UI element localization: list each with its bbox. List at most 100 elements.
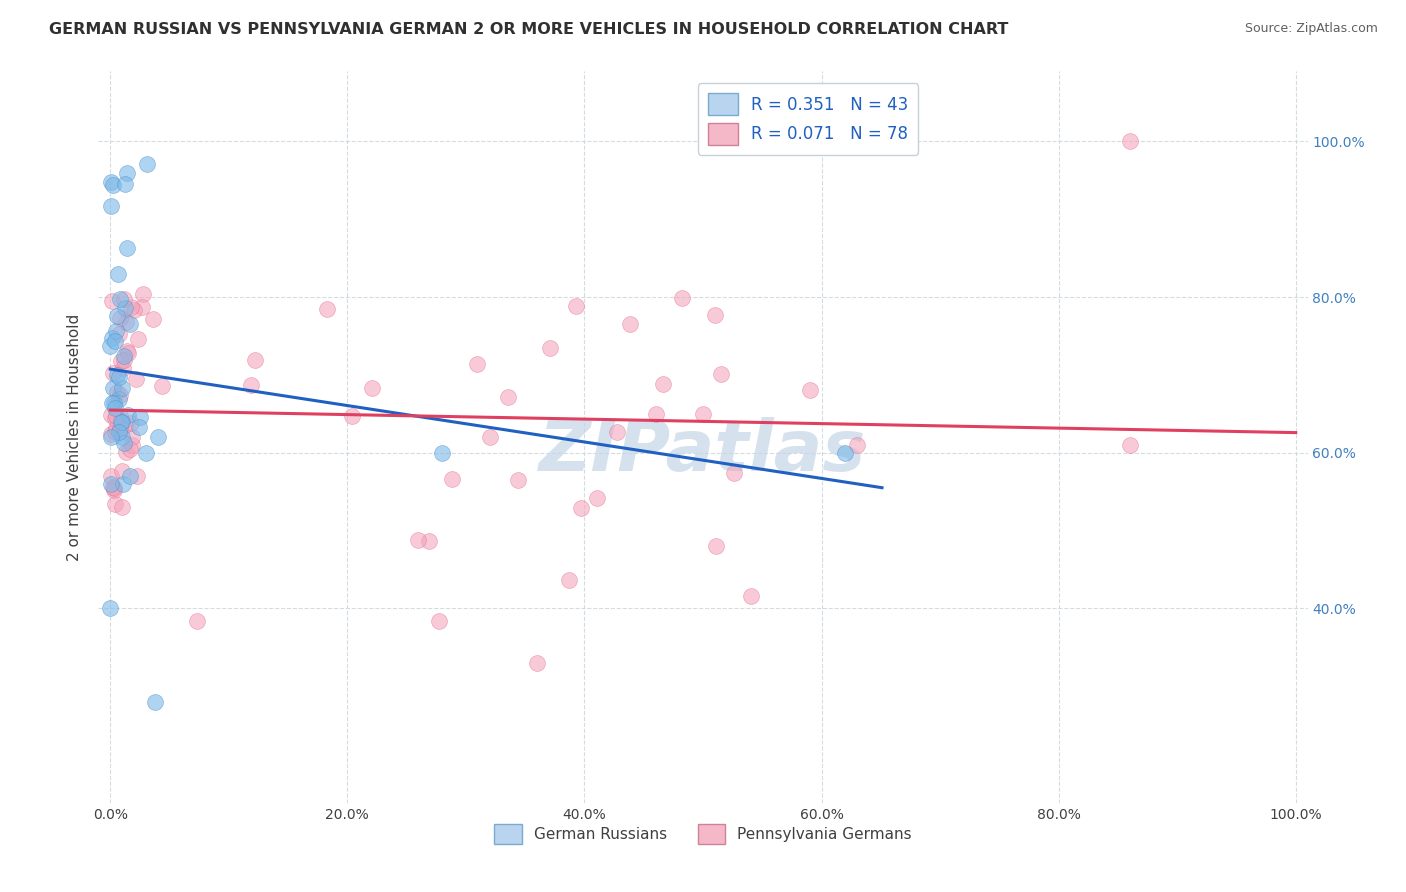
Point bbox=[110, 415, 132, 429]
Point bbox=[108, 387, 131, 401]
Point bbox=[619, 318, 641, 332]
Point bbox=[108, 310, 131, 325]
Point bbox=[703, 308, 725, 322]
Point bbox=[124, 302, 146, 317]
Point bbox=[315, 302, 337, 317]
Point bbox=[121, 438, 143, 452]
Point bbox=[427, 614, 450, 628]
Point bbox=[120, 442, 142, 456]
Point bbox=[114, 417, 136, 432]
Point bbox=[114, 445, 136, 459]
Point bbox=[101, 294, 124, 309]
Point bbox=[440, 472, 463, 486]
Point bbox=[799, 384, 821, 398]
Point bbox=[128, 420, 150, 434]
Point bbox=[538, 341, 561, 355]
Point bbox=[100, 408, 122, 422]
Point bbox=[644, 407, 666, 421]
Point bbox=[108, 369, 131, 384]
Point bbox=[127, 332, 149, 346]
Point bbox=[565, 299, 588, 313]
Point bbox=[98, 339, 121, 353]
Point bbox=[651, 376, 673, 391]
Point bbox=[127, 469, 149, 483]
Y-axis label: 2 or more Vehicles in Household: 2 or more Vehicles in Household bbox=[67, 313, 83, 561]
Point bbox=[108, 425, 131, 439]
Point bbox=[114, 178, 136, 192]
Point bbox=[146, 430, 169, 444]
Point bbox=[104, 497, 127, 511]
Point bbox=[1119, 438, 1142, 452]
Point bbox=[104, 420, 127, 434]
Point bbox=[111, 464, 134, 478]
Point bbox=[111, 360, 134, 375]
Point bbox=[108, 327, 131, 342]
Point bbox=[100, 427, 122, 442]
Point bbox=[115, 166, 138, 180]
Point bbox=[108, 293, 131, 307]
Legend: German Russians, Pennsylvania Germans: German Russians, Pennsylvania Germans bbox=[488, 818, 918, 850]
Point bbox=[100, 175, 122, 189]
Point bbox=[111, 476, 134, 491]
Point bbox=[128, 409, 150, 424]
Point bbox=[103, 483, 125, 497]
Point bbox=[101, 396, 124, 410]
Point bbox=[100, 199, 122, 213]
Point bbox=[478, 430, 501, 444]
Point bbox=[114, 301, 136, 315]
Text: ZIPatlas: ZIPatlas bbox=[540, 417, 866, 486]
Point bbox=[115, 315, 138, 329]
Point bbox=[120, 416, 142, 430]
Point bbox=[104, 334, 127, 348]
Point bbox=[115, 343, 138, 358]
Point bbox=[103, 178, 125, 192]
Point bbox=[103, 401, 125, 415]
Point bbox=[100, 430, 122, 444]
Point bbox=[710, 367, 733, 381]
Point bbox=[111, 500, 134, 514]
Point bbox=[846, 438, 869, 452]
Point bbox=[111, 380, 134, 394]
Point bbox=[112, 435, 135, 450]
Text: GERMAN RUSSIAN VS PENNSYLVANIA GERMAN 2 OR MORE VEHICLES IN HOUSEHOLD CORRELATIO: GERMAN RUSSIAN VS PENNSYLVANIA GERMAN 2 … bbox=[49, 22, 1008, 37]
Point bbox=[1119, 135, 1142, 149]
Point bbox=[117, 345, 139, 359]
Point bbox=[723, 466, 745, 480]
Point bbox=[105, 368, 128, 383]
Point bbox=[465, 358, 488, 372]
Point bbox=[498, 390, 520, 404]
Point bbox=[586, 491, 609, 506]
Point bbox=[114, 292, 136, 306]
Point bbox=[243, 353, 266, 368]
Point bbox=[101, 381, 124, 395]
Point bbox=[100, 469, 122, 483]
Point bbox=[107, 267, 129, 281]
Point bbox=[121, 430, 143, 444]
Point bbox=[340, 409, 363, 423]
Point bbox=[361, 381, 384, 395]
Point bbox=[120, 300, 142, 314]
Point bbox=[704, 539, 727, 553]
Point bbox=[120, 318, 142, 332]
Point bbox=[112, 353, 135, 368]
Point bbox=[103, 366, 125, 380]
Point bbox=[104, 425, 127, 440]
Point bbox=[104, 324, 127, 338]
Point bbox=[150, 379, 173, 393]
Point bbox=[115, 241, 138, 255]
Point bbox=[110, 354, 132, 368]
Point bbox=[135, 157, 157, 171]
Point bbox=[110, 421, 132, 435]
Point bbox=[118, 469, 141, 483]
Point bbox=[558, 574, 581, 588]
Point bbox=[526, 656, 548, 670]
Point bbox=[104, 409, 127, 423]
Point bbox=[186, 615, 208, 629]
Point bbox=[135, 445, 157, 459]
Point bbox=[105, 309, 128, 323]
Point bbox=[117, 409, 139, 423]
Point bbox=[406, 533, 429, 547]
Point bbox=[142, 312, 165, 326]
Point bbox=[131, 287, 153, 301]
Point bbox=[110, 415, 132, 429]
